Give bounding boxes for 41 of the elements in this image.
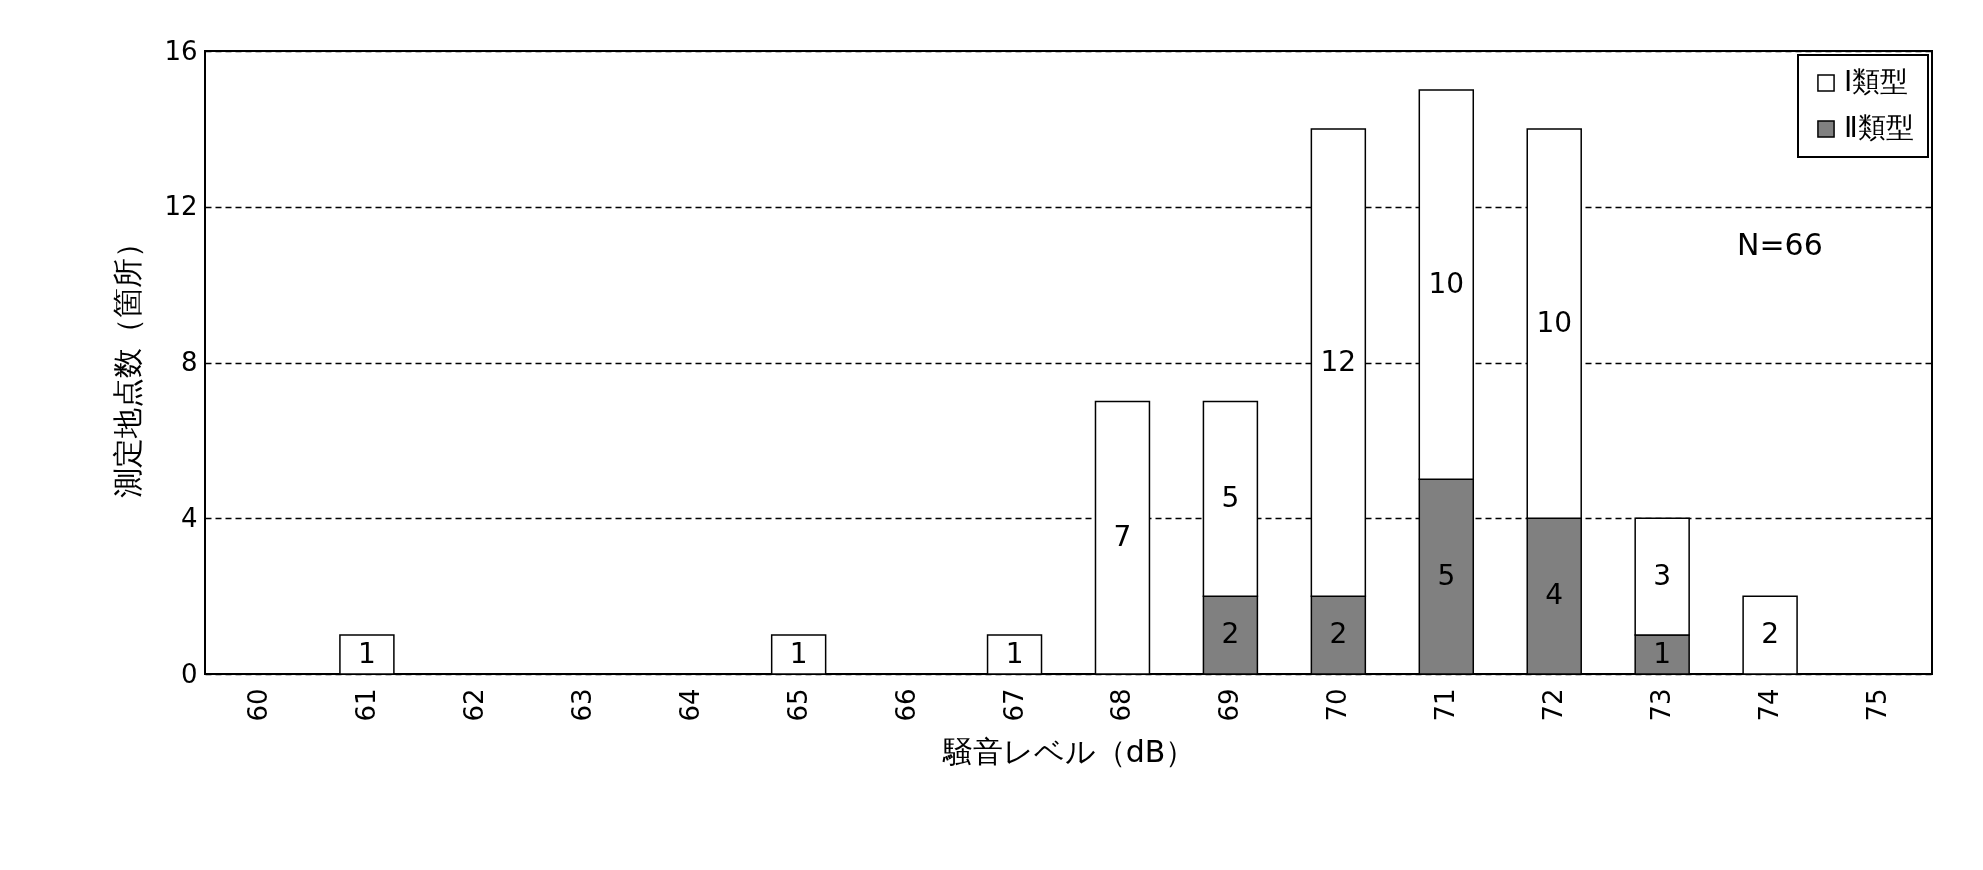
annotation: N=66 [1737,227,1823,262]
x-tick-label: 66 [890,688,921,722]
data-label: 1 [1005,636,1024,670]
data-label: 7 [1113,519,1132,553]
data-label: 10 [1428,266,1465,300]
legend-label: Ⅰ類型 [1844,65,1909,98]
x-tick-label: 75 [1862,688,1893,722]
data-label: 2 [1221,617,1240,651]
x-tick-label: 63 [566,688,597,722]
data-label: 1 [357,636,376,670]
x-tick-label: 71 [1430,688,1461,722]
x-tick-label: 62 [458,688,489,722]
x-tick-label: 74 [1754,688,1785,722]
data-label: 1 [789,636,808,670]
x-tick-label: 60 [242,688,273,722]
x-tick-label: 72 [1538,688,1569,722]
x-tick-label: 70 [1322,688,1353,722]
data-label: 12 [1320,344,1357,378]
legend-label: Ⅱ類型 [1844,111,1914,144]
data-label: 4 [1545,578,1564,612]
data-label: 5 [1437,558,1456,592]
x-tick-label: 73 [1646,688,1677,722]
x-tick-label: 64 [674,688,705,722]
x-tick-label: 61 [350,688,381,722]
data-label: 5 [1221,480,1240,514]
data-label: 2 [1761,617,1780,651]
data-label: 1 [1653,636,1672,670]
y-tick-label: 16 [164,35,198,66]
y-axis-title: 測定地点数（箇所） [110,228,146,498]
data-label: 10 [1536,305,1573,339]
x-axis-title: 騒音レベル（dB） [941,733,1196,769]
x-tick-label: 69 [1214,688,1245,722]
data-label: 2 [1329,617,1348,651]
x-tick-label: 65 [782,688,813,722]
x-tick-label: 67 [998,688,1029,722]
data-label: 3 [1653,558,1672,592]
x-tick-label: 68 [1106,688,1137,722]
y-tick-label: 4 [180,502,198,533]
y-tick-label: 12 [164,191,198,222]
y-tick-label: 0 [180,658,198,689]
y-tick-label: 8 [180,347,198,377]
